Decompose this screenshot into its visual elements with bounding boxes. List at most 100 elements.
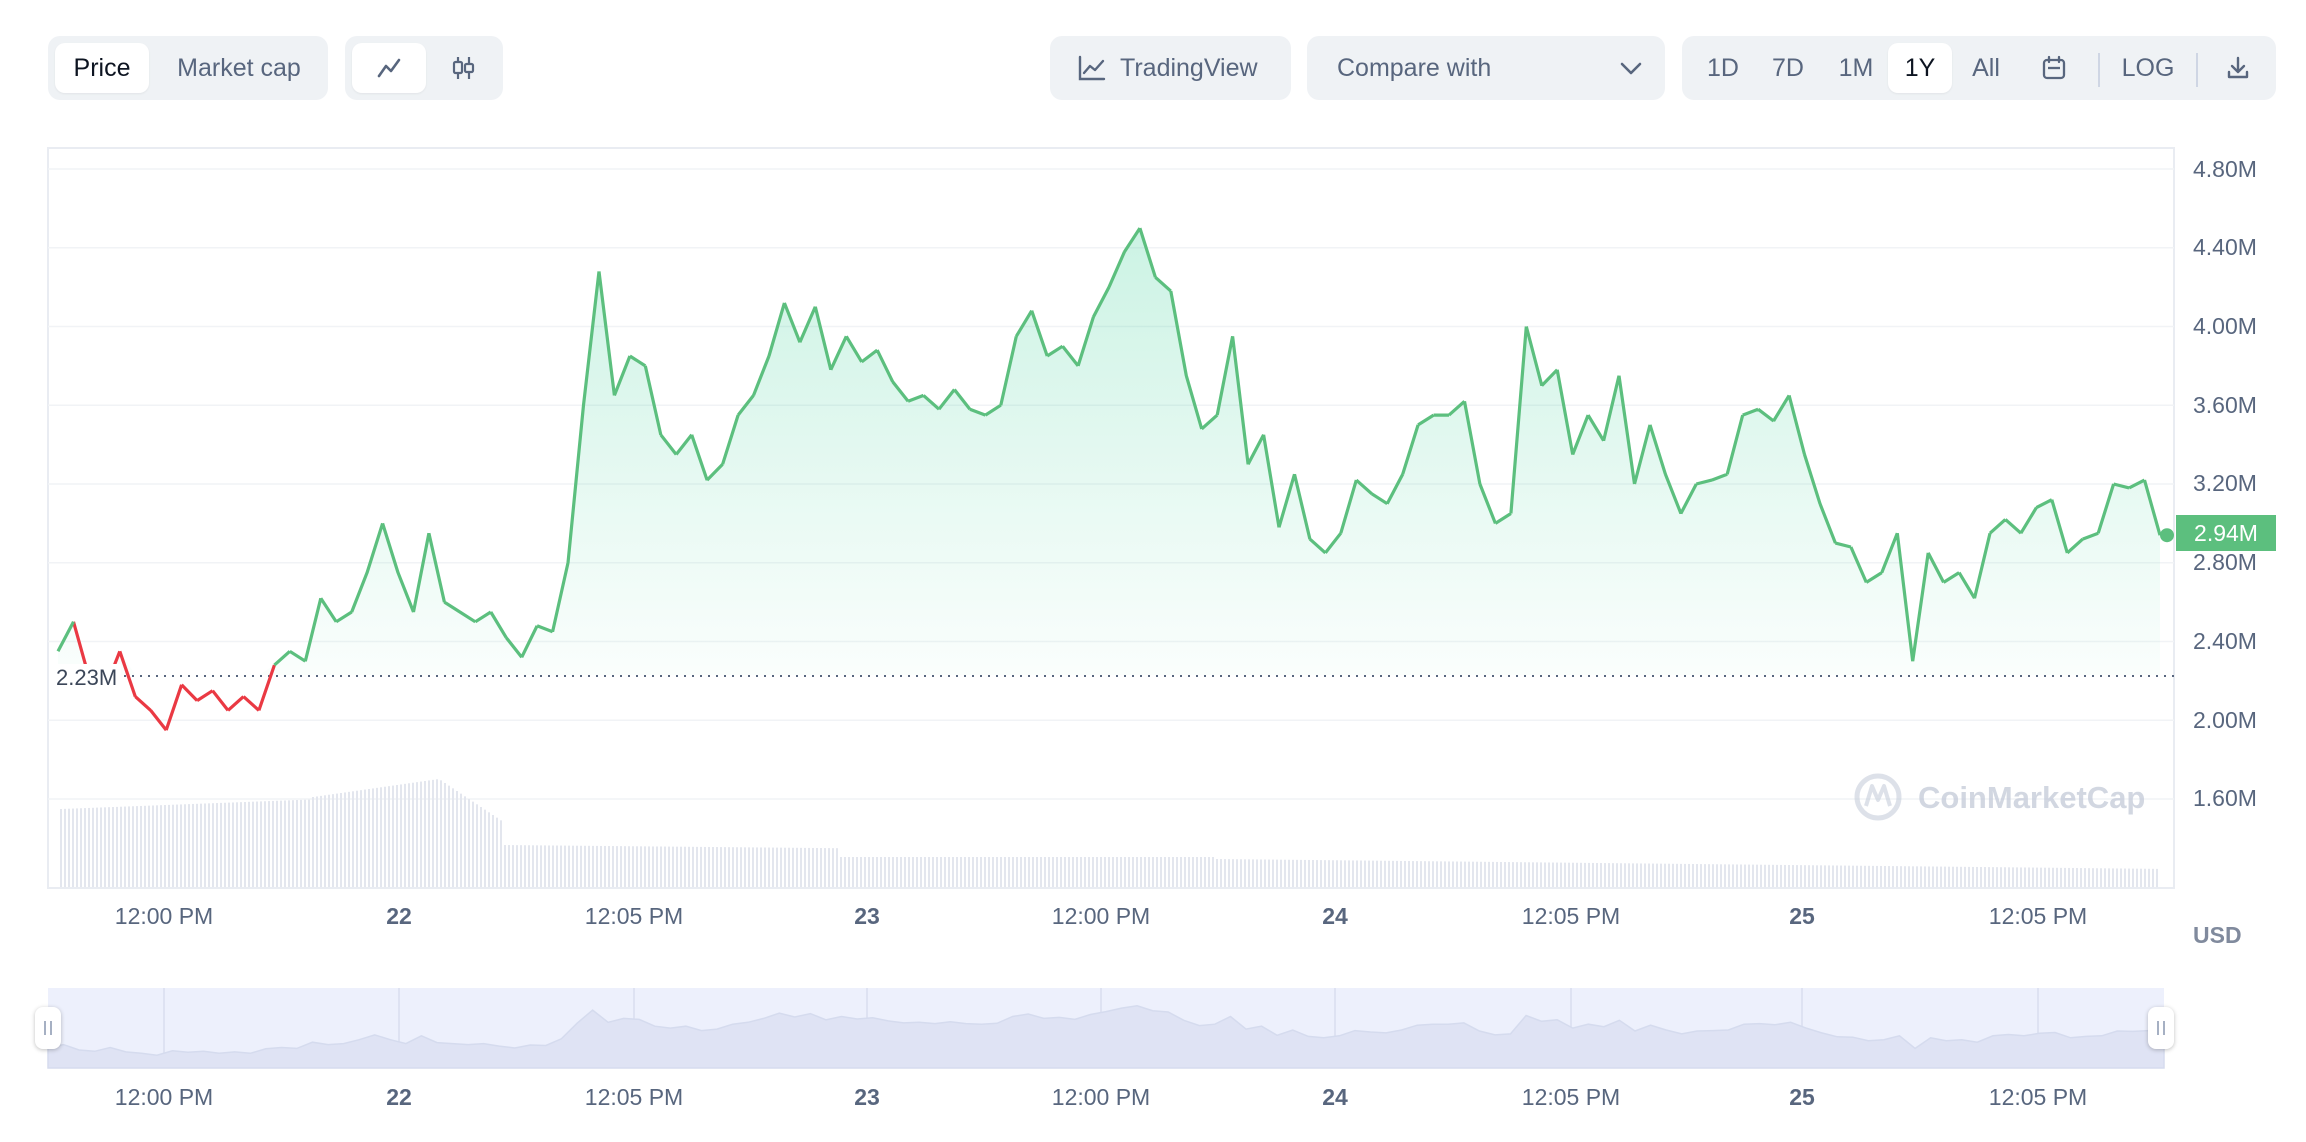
toolbar-divider [2098, 53, 2100, 87]
y-tick: 2.80M [2193, 549, 2257, 575]
line-chart-icon[interactable] [352, 43, 426, 93]
calendar-icon[interactable] [2022, 43, 2086, 93]
volume-bar [804, 847, 806, 887]
volume-bar [1840, 865, 1842, 887]
volume-bar [248, 801, 250, 887]
volume-bar [796, 847, 798, 887]
volume-bar [192, 803, 194, 887]
range-1y[interactable]: 1Y [1888, 43, 1952, 93]
range-1m[interactable]: 1M [1838, 53, 1874, 82]
compare-with-dropdown[interactable]: Compare with [1307, 36, 1665, 100]
volume-bar [204, 803, 206, 887]
volume-bar [1216, 859, 1218, 887]
download-icon[interactable] [2208, 43, 2268, 93]
volume-bar [580, 845, 582, 887]
volume-bar [584, 845, 586, 887]
volume-bar [680, 846, 682, 887]
volume-bar [732, 847, 734, 887]
volume-bar [356, 790, 358, 887]
volume-bar [1816, 865, 1818, 887]
volume-bar [1480, 861, 1482, 887]
volume-bar [1904, 866, 1906, 887]
volume-bar [1768, 864, 1770, 887]
volume-bar [1508, 862, 1510, 887]
volume-bar [2016, 867, 2018, 887]
volume-bar [316, 796, 318, 887]
volume-bar [1356, 860, 1358, 887]
volume-bar [1160, 857, 1162, 887]
volume-bar [1468, 861, 1470, 887]
volume-bar [1344, 860, 1346, 887]
volume-bar [1184, 857, 1186, 887]
volume-bar [72, 808, 74, 887]
currency-label: USD [2193, 922, 2242, 948]
market-cap-tab[interactable]: Market cap [177, 53, 301, 82]
volume-bar [64, 808, 66, 887]
volume-bar [2060, 867, 2062, 887]
volume-bar [1204, 857, 1206, 887]
x-tick: 12:05 PM [584, 903, 684, 929]
volume-bar [892, 857, 894, 887]
volume-bar [480, 807, 482, 887]
volume-bar [276, 800, 278, 887]
current-price-dot [2160, 528, 2174, 543]
nav-x-tick: 12:00 PM [1051, 1084, 1151, 1110]
volume-bar [1976, 866, 1978, 887]
volume-bar [1548, 862, 1550, 887]
volume-bar [928, 857, 930, 887]
volume-bar [2008, 867, 2010, 887]
range-7d[interactable]: 7D [1772, 53, 1804, 82]
navigator-left-handle[interactable] [35, 1007, 61, 1049]
volume-bar [80, 808, 82, 887]
volume-bar [1140, 857, 1142, 887]
volume-bar [968, 857, 970, 887]
volume-bar [1688, 863, 1690, 887]
volume-bar [272, 800, 274, 887]
volume-bar [292, 800, 294, 887]
log-toggle[interactable]: LOG [2121, 53, 2175, 82]
volume-bar [1260, 859, 1262, 887]
volume-bar [1584, 862, 1586, 887]
volume-bar [176, 804, 178, 887]
volume-bar [1796, 865, 1798, 887]
volume-bar [788, 847, 790, 887]
volume-bar [2120, 868, 2122, 887]
volume-bar [1880, 865, 1882, 887]
volume-bar [1492, 861, 1494, 887]
volume-bar [1288, 859, 1290, 887]
volume-bar [2136, 868, 2138, 887]
nav-x-tick: 12:00 PM [114, 1084, 214, 1110]
chart-trend-icon [1077, 54, 1107, 82]
price-tab[interactable]: Price [55, 43, 149, 93]
candlestick-chart-icon[interactable] [429, 43, 497, 93]
volume-bar [252, 801, 254, 887]
volume-bar [1444, 861, 1446, 887]
volume-bar [1348, 860, 1350, 887]
range-1d[interactable]: 1D [1707, 53, 1739, 82]
volume-bar [1088, 857, 1090, 887]
tradingview-button[interactable]: TradingView [1050, 36, 1291, 100]
navigator-right-handle[interactable] [2148, 1007, 2174, 1049]
volume-bar [1496, 861, 1498, 887]
volume-bar [2152, 868, 2154, 887]
volume-bar [900, 857, 902, 887]
volume-bar [828, 848, 830, 887]
volume-bar [2156, 868, 2158, 887]
volume-bar [656, 846, 658, 887]
volume-bar [244, 801, 246, 887]
volume-bar [1576, 862, 1578, 887]
volume-bar [1720, 864, 1722, 887]
volume-bar [2012, 867, 2014, 887]
volume-bar [792, 847, 794, 887]
volume-bar [1724, 864, 1726, 887]
volume-bar [1068, 857, 1070, 887]
volume-bar [840, 857, 842, 887]
volume-bar [1364, 860, 1366, 887]
range-all[interactable]: All [1972, 53, 2000, 82]
volume-bar [824, 848, 826, 887]
nav-x-tick: 12:05 PM [584, 1084, 684, 1110]
volume-bar [1640, 863, 1642, 887]
volume-bar [616, 846, 618, 887]
